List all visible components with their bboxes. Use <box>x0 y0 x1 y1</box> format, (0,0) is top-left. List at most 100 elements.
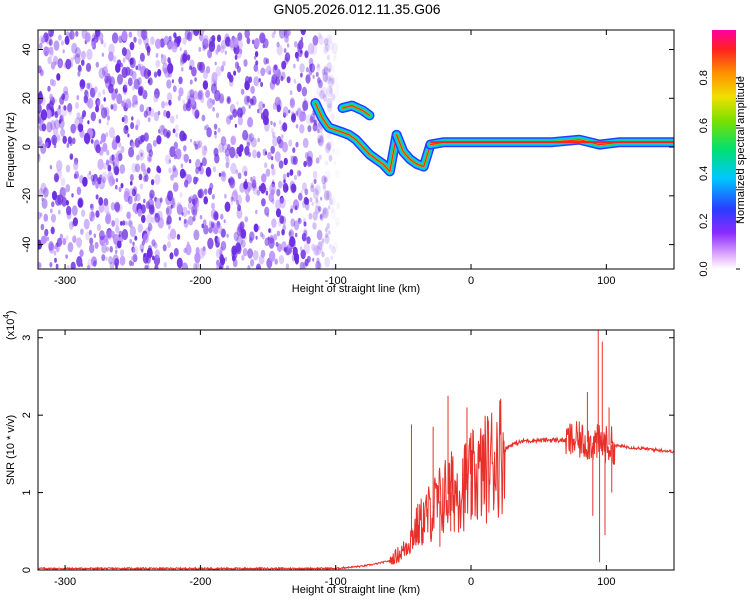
noise-blob <box>265 190 269 196</box>
noise-blob <box>90 203 93 209</box>
noise-blob <box>70 155 73 160</box>
noise-blob <box>186 31 193 42</box>
noise-blob <box>333 77 339 87</box>
noise-blob <box>255 235 258 240</box>
noise-blob <box>334 169 340 179</box>
noise-blob <box>86 82 91 90</box>
noise-blob <box>136 30 143 38</box>
noise-blob <box>82 110 87 118</box>
noise-blob <box>86 100 91 107</box>
noise-blob <box>254 37 260 48</box>
noise-blob <box>134 163 141 173</box>
noise-blob <box>188 215 194 226</box>
noise-blob <box>281 134 284 139</box>
noise-blob <box>207 187 213 195</box>
noise-blob <box>105 256 108 261</box>
noise-blob <box>165 207 170 215</box>
noise-blob <box>194 109 200 119</box>
noise-blob <box>193 176 198 185</box>
noise-blob <box>322 71 329 83</box>
noise-blob <box>317 241 323 251</box>
noise-blob <box>296 83 302 93</box>
x-tick-label: 100 <box>597 576 615 588</box>
noise-blob <box>330 196 336 206</box>
noise-blob <box>303 229 308 237</box>
noise-blob <box>327 38 331 43</box>
spectrogram-frame <box>37 29 675 270</box>
noise-blob <box>237 204 242 212</box>
noise-blob <box>173 32 177 39</box>
noise-blob <box>313 178 317 185</box>
noise-blob <box>235 199 240 206</box>
noise-blob <box>326 34 333 45</box>
noise-blob <box>319 213 324 221</box>
noise-blob <box>101 52 105 57</box>
noise-blob <box>290 155 296 165</box>
noise-blob <box>129 226 136 238</box>
noise-blob <box>308 68 313 76</box>
noise-blob <box>202 80 209 90</box>
noise-blob <box>168 224 171 230</box>
noise-blob <box>153 93 159 103</box>
scale-factor-close: ) <box>5 310 17 314</box>
y-tick-label: -40 <box>21 237 33 253</box>
noise-blob <box>153 242 158 249</box>
noise-blob <box>170 228 177 240</box>
noise-blob <box>144 264 148 269</box>
noise-blob <box>50 46 53 51</box>
noise-blob <box>258 107 263 115</box>
noise-blob <box>129 68 134 77</box>
noise-blob <box>295 141 299 148</box>
noise-blob <box>154 213 158 219</box>
noise-blob <box>49 165 53 170</box>
noise-blob <box>210 221 215 229</box>
noise-blob <box>79 86 83 92</box>
noise-blob <box>98 197 104 206</box>
noise-blob <box>317 63 320 68</box>
noise-blob <box>190 97 195 106</box>
noise-blob <box>131 255 134 261</box>
noise-blob <box>77 64 82 72</box>
noise-blob <box>85 62 92 72</box>
noise-blob <box>44 51 48 57</box>
noise-blob <box>108 127 116 138</box>
noise-blob <box>103 97 106 102</box>
noise-blob <box>70 57 74 63</box>
noise-blob <box>246 37 251 45</box>
noise-blob <box>38 188 44 197</box>
noise-blob <box>58 119 62 124</box>
noise-blob <box>274 151 281 163</box>
noise-blob <box>234 54 238 60</box>
noise-blob <box>114 166 120 176</box>
noise-blob <box>54 244 58 250</box>
noise-blob <box>108 256 113 265</box>
noise-blob <box>132 247 136 253</box>
noise-blob <box>138 173 143 181</box>
noise-blob <box>182 133 187 141</box>
noise-blob <box>250 176 253 182</box>
noise-blob <box>129 41 135 51</box>
noise-blob <box>297 107 301 114</box>
noise-blob <box>205 89 211 99</box>
noise-blob <box>328 243 332 249</box>
noise-blob <box>95 61 100 68</box>
noise-blob <box>139 52 145 62</box>
noise-blob <box>293 63 296 69</box>
noise-blob <box>38 117 41 124</box>
noise-blob <box>131 188 136 197</box>
noise-blob <box>230 162 237 175</box>
noise-blob <box>159 38 165 48</box>
noise-blob <box>324 234 330 244</box>
noise-blob <box>261 233 265 240</box>
noise-blob <box>94 178 97 183</box>
noise-blob <box>305 74 311 84</box>
noise-blob <box>315 260 321 269</box>
noise-blob <box>89 237 94 245</box>
noise-blob <box>128 220 133 229</box>
noise-blob <box>325 141 332 152</box>
noise-blob <box>41 123 47 132</box>
noise-blob <box>181 206 188 217</box>
noise-blob <box>146 214 153 225</box>
noise-blob <box>269 183 276 195</box>
noise-blob <box>304 51 309 58</box>
